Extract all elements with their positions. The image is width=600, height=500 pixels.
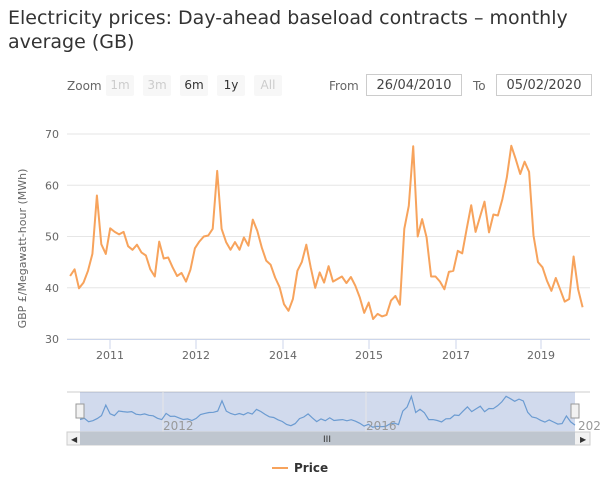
- navigator-handle[interactable]: [570, 403, 580, 419]
- zoom-1m-button[interactable]: 1m: [106, 75, 134, 96]
- zoom-1y-button[interactable]: 1y: [217, 75, 245, 96]
- scrollbar-thumb[interactable]: [80, 432, 575, 445]
- navigator-label: 202: [578, 419, 600, 433]
- zoom-all-button[interactable]: All: [254, 75, 282, 96]
- navigator-mask: [80, 392, 575, 432]
- chart-title: Electricity prices: Day-ahead baseload c…: [8, 7, 568, 53]
- x-tick-label: 2015: [355, 349, 383, 362]
- y-tick-label: 40: [45, 282, 59, 295]
- zoom-label: Zoom: [67, 79, 102, 93]
- navigator-handle[interactable]: [75, 403, 85, 419]
- from-label: From: [329, 79, 359, 93]
- legend-label: Price: [294, 461, 329, 475]
- zoom-3m-button[interactable]: 3m: [143, 75, 171, 96]
- x-tick-label: 2017: [442, 349, 470, 362]
- scroll-left-arrow-icon[interactable]: ◀: [71, 435, 78, 444]
- navigator-label: 2012: [163, 419, 194, 433]
- to-date-input[interactable]: 05/02/2020: [496, 74, 592, 96]
- x-tick-label: 2012: [182, 349, 210, 362]
- y-tick-label: 30: [45, 333, 59, 346]
- to-label: To: [473, 79, 486, 93]
- x-tick-label: 2019: [527, 349, 555, 362]
- price-series-line: [69, 144, 584, 320]
- navigator-label: 2016: [366, 419, 397, 433]
- range-selector: Zoom 1m 3m 6m 1y All From 26/04/2010 To …: [0, 74, 600, 98]
- scrollbar-grip-icon: III: [323, 435, 331, 445]
- x-tick-label: 2014: [269, 349, 297, 362]
- y-tick-label: 50: [45, 231, 59, 244]
- x-tick-label: 2011: [96, 349, 124, 362]
- zoom-6m-button[interactable]: 6m: [180, 75, 208, 96]
- scroll-right-arrow-icon[interactable]: ▶: [580, 435, 587, 444]
- legend-swatch: [272, 467, 288, 469]
- y-tick-label: 70: [45, 128, 59, 141]
- y-axis-label: GBP £/Megawatt-hour (MWh): [16, 169, 29, 329]
- navigator-series: [79, 394, 576, 428]
- y-tick-label: 60: [45, 179, 59, 192]
- legend-item-price[interactable]: Price: [272, 461, 328, 475]
- from-date-input[interactable]: 26/04/2010: [366, 74, 462, 96]
